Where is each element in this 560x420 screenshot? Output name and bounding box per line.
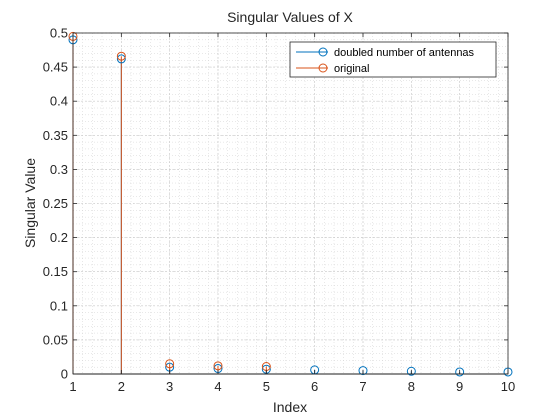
- x-tick-label: 10: [501, 379, 515, 394]
- y-tick-label: 0.4: [50, 94, 68, 109]
- stem-marker: [213, 361, 223, 371]
- x-tick-label: 5: [263, 379, 270, 394]
- legend-marker: [318, 47, 328, 57]
- x-tick-labels: 1 2 3 4 5 6 7 8 9 10: [69, 379, 515, 394]
- y-tick-label: 0.45: [43, 60, 68, 75]
- y-tick-label: 0.5: [50, 26, 68, 41]
- y-tick-label: 0.2: [50, 230, 68, 245]
- x-tick-label: 9: [456, 379, 463, 394]
- legend-marker: [318, 63, 328, 73]
- x-tick-label: 3: [166, 379, 173, 394]
- legend-label: original: [334, 63, 369, 75]
- stem-marker: [116, 54, 126, 64]
- y-tick-label: 0.25: [43, 196, 68, 211]
- y-tick-label: 0.05: [43, 332, 68, 347]
- y-tick-label: 0.1: [50, 298, 68, 313]
- x-tick-label: 4: [214, 379, 221, 394]
- stem-marker: [116, 51, 126, 61]
- y-tick-label: 0.15: [43, 264, 68, 279]
- axis-ticks: [72, 32, 509, 375]
- stem-marker: [358, 366, 368, 376]
- legend-box: [289, 41, 497, 78]
- y-tick-label: 0.3: [50, 162, 68, 177]
- stem-marker: [455, 367, 465, 377]
- x-tick-label: 8: [408, 379, 415, 394]
- stem-marker: [406, 366, 416, 376]
- y-tick-label: 0.35: [43, 128, 68, 143]
- y-tick-labels: 0 0.05 0.1 0.15 0.2 0.25 0.3 0.35 0.4 0.45 0.5: [43, 26, 68, 382]
- y-axis-label: Singular Value: [22, 158, 38, 248]
- x-tick-label: 6: [311, 379, 318, 394]
- chart-title: Singular Values of X: [227, 9, 353, 25]
- y-tick-label: 0: [61, 367, 68, 382]
- stem-marker: [165, 359, 175, 369]
- x-axis-label: Index: [273, 399, 307, 415]
- x-tick-label: 2: [118, 379, 125, 394]
- legend[interactable]: doubled number of antennas original: [289, 41, 497, 78]
- x-tick-label: 7: [359, 379, 366, 394]
- legend-item[interactable]: original: [296, 63, 369, 75]
- markers: [68, 31, 513, 377]
- legend-label: doubled number of antennas: [334, 47, 475, 59]
- x-tick-label: 1: [69, 379, 76, 394]
- legend-item[interactable]: doubled number of antennas: [296, 47, 475, 59]
